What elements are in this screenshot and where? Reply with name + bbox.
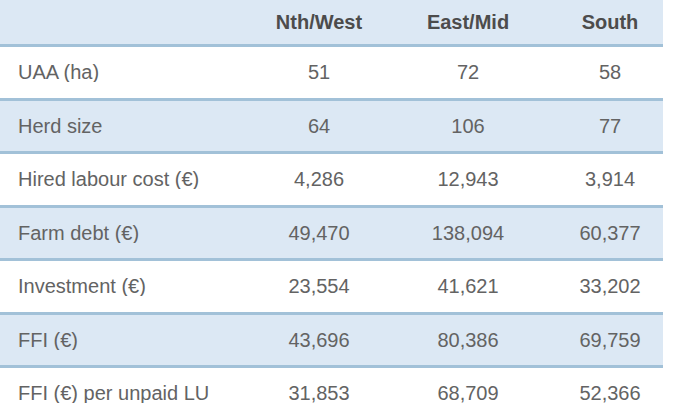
row-label: Hired labour cost (€) <box>0 169 245 189</box>
cell-value: 3,914 <box>543 169 663 189</box>
cell-value: 106 <box>393 116 543 136</box>
table-row-herd-size: Herd size 64 106 77 <box>0 98 663 152</box>
cell-value: 72 <box>393 62 543 82</box>
cell-value: 60,377 <box>543 223 663 243</box>
header-cell-east-mid: East/Mid <box>393 12 543 32</box>
table-row-hired-labour-cost: Hired labour cost (€) 4,286 12,943 3,914 <box>0 151 663 205</box>
cell-value: 49,470 <box>245 223 393 243</box>
row-label: FFI (€) per unpaid LU <box>0 383 245 403</box>
cell-value: 138,094 <box>393 223 543 243</box>
cell-value: 43,696 <box>245 330 393 350</box>
cell-value: 58 <box>543 62 663 82</box>
cell-value: 80,386 <box>393 330 543 350</box>
row-label: FFI (€) <box>0 330 245 350</box>
table-row-investment: Investment (€) 23,554 41,621 33,202 <box>0 258 663 312</box>
cell-value: 52,366 <box>543 383 663 403</box>
cell-value: 77 <box>543 116 663 136</box>
row-label: UAA (ha) <box>0 62 245 82</box>
table-row-ffi-per-unpaid-lu: FFI (€) per unpaid LU 31,853 68,709 52,3… <box>0 365 663 418</box>
cell-value: 64 <box>245 116 393 136</box>
farm-statistics-table: Nth/West East/Mid South UAA (ha) 51 72 5… <box>0 0 663 418</box>
cell-value: 4,286 <box>245 169 393 189</box>
header-cell-south: South <box>543 12 663 32</box>
row-label: Investment (€) <box>0 276 245 296</box>
row-label: Herd size <box>0 116 245 136</box>
row-label: Farm debt (€) <box>0 223 245 243</box>
header-cell-nth-west: Nth/West <box>245 12 393 32</box>
table-row-uaa: UAA (ha) 51 72 58 <box>0 44 663 98</box>
cell-value: 68,709 <box>393 383 543 403</box>
table-row-ffi: FFI (€) 43,696 80,386 69,759 <box>0 312 663 366</box>
cell-value: 33,202 <box>543 276 663 296</box>
cell-value: 51 <box>245 62 393 82</box>
cell-value: 12,943 <box>393 169 543 189</box>
cell-value: 31,853 <box>245 383 393 403</box>
cell-value: 41,621 <box>393 276 543 296</box>
cell-value: 23,554 <box>245 276 393 296</box>
cell-value: 69,759 <box>543 330 663 350</box>
table-header-row: Nth/West East/Mid South <box>0 0 663 44</box>
table-row-farm-debt: Farm debt (€) 49,470 138,094 60,377 <box>0 205 663 259</box>
